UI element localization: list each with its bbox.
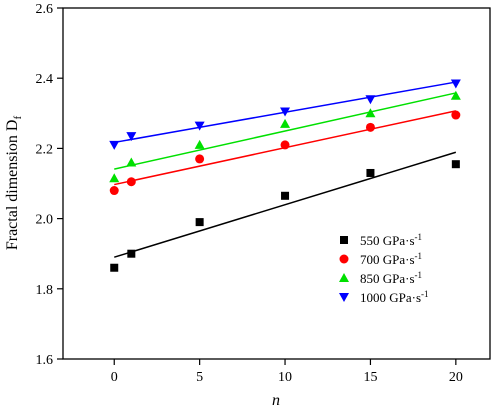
x-tick-label: 10 <box>278 370 292 385</box>
data-point <box>109 186 119 196</box>
data-point <box>451 160 460 169</box>
data-point <box>280 118 291 128</box>
ticks: 0 5 10 15 20 1.6 1.8 2.0 2.2 2.4 2.6 <box>36 2 463 385</box>
y-axis-title: Fractal dimension Df <box>4 116 24 251</box>
data-point <box>126 157 137 167</box>
data-point <box>109 140 120 150</box>
y-tick-label: 2.2 <box>36 142 54 157</box>
fit-line <box>114 92 457 170</box>
fit-line <box>114 151 457 258</box>
data-point <box>451 110 461 120</box>
data-point <box>126 132 137 142</box>
data-points <box>109 79 461 272</box>
data-point <box>366 168 375 177</box>
legend-marker <box>339 273 349 282</box>
data-point <box>281 191 290 200</box>
data-point <box>280 107 291 117</box>
x-tick-label: 20 <box>449 370 463 385</box>
data-point <box>450 90 461 100</box>
y-tick-label: 1.6 <box>36 353 54 368</box>
y-tick-label: 2.6 <box>36 2 54 17</box>
legend-marker <box>339 293 349 302</box>
legend-marker <box>339 254 349 264</box>
data-point <box>194 121 205 131</box>
data-point <box>127 249 136 258</box>
data-point <box>195 218 204 227</box>
data-point <box>365 122 375 132</box>
y-tick-label: 2.4 <box>36 72 54 87</box>
y-axis-title-sub: f <box>12 116 24 120</box>
x-axis-title: n <box>272 392 280 409</box>
plot-frame <box>62 7 491 360</box>
data-point <box>450 79 461 89</box>
data-point <box>195 154 205 164</box>
data-point <box>365 95 376 105</box>
y-tick-label: 2.0 <box>36 213 54 228</box>
data-point <box>194 139 205 149</box>
legend-label: 1000 GPa·s-1 <box>360 289 429 305</box>
legend-label: 700 GPa·s-1 <box>360 251 422 267</box>
legend: 550 GPa·s-1 700 GPa·s-1 850 GPa·s-1 1000 GP… <box>339 232 429 305</box>
legend-label: 850 GPa·s-1 <box>360 270 422 286</box>
data-point <box>365 108 376 118</box>
data-point <box>109 173 120 183</box>
data-point <box>110 263 119 272</box>
legend-marker <box>340 236 348 244</box>
y-tick-label: 1.8 <box>36 283 54 298</box>
y-axis-title-main: Fractal dimension D <box>4 120 21 251</box>
data-point <box>126 177 136 187</box>
x-tick-label: 15 <box>363 370 377 385</box>
legend-label: 550 GPa·s-1 <box>360 232 422 248</box>
data-point <box>280 140 290 150</box>
x-tick-label: 0 <box>111 370 118 385</box>
x-tick-label: 5 <box>196 370 203 385</box>
